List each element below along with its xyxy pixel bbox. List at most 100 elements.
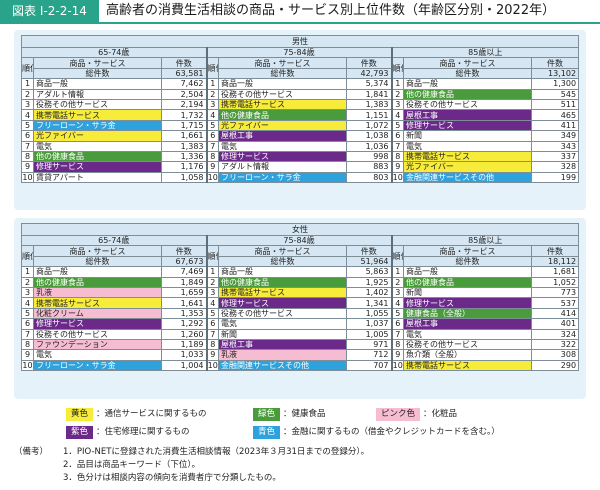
product-name-cell: 乳液 — [218, 349, 347, 361]
age-group-label: 65-74歳 — [21, 46, 207, 59]
product-name-cell: 他の健康食品 — [218, 276, 347, 288]
count-cell: 1,037 — [346, 318, 392, 330]
female-sex-label: 女性 — [20, 223, 580, 236]
rank-header: 順位 — [21, 245, 34, 268]
product-name-cell: 金融関連サービスその他 — [403, 171, 532, 184]
age-group-label: 75-84歳 — [205, 46, 392, 59]
male-panel: 男性65-74歳75-84歳85歳以上順位商品・サービス件数順位商品・サービス件… — [14, 30, 586, 210]
product-header: 商品・サービス — [403, 57, 532, 69]
rank-cell: 3 — [21, 286, 34, 299]
rank-cell: 10 — [21, 171, 34, 184]
count-cell: 998 — [346, 150, 392, 163]
count-cell: 1,659 — [161, 286, 207, 299]
age-group-label: 65-74歳 — [21, 234, 207, 247]
product-name-cell: 金融関連サービスその他 — [218, 359, 347, 372]
count-cell: 1,038 — [346, 130, 392, 142]
count-cell: 537 — [530, 297, 580, 309]
count-cell: 1,715 — [161, 119, 207, 132]
legend-green-swatch: 緑色 — [253, 408, 281, 421]
product-name-cell: 修理サービス — [218, 297, 347, 309]
count-cell: 1,176 — [161, 161, 207, 173]
count-header: 件数 — [346, 57, 392, 69]
rank-cell: 6 — [205, 130, 219, 142]
count-cell: 1,841 — [346, 88, 392, 100]
rank-cell: 10 — [390, 171, 404, 184]
rank-cell: 9 — [390, 161, 404, 173]
total-count: 63,581 — [161, 67, 207, 80]
product-name-cell: 光ファイバー — [33, 130, 162, 142]
rank-header: 順位 — [205, 245, 219, 268]
count-cell: 411 — [530, 119, 580, 132]
color-legend: 黄色 ：通信サービスに関するもの 緑色 ：健康食品 ピンク色 ：化粧品 紫色 ：住宅修理… — [40, 405, 600, 441]
count-cell: 328 — [530, 161, 580, 173]
product-name-cell: 他の健康食品 — [403, 276, 532, 288]
product-name-cell: 電気 — [218, 140, 347, 152]
product-name-cell: 修理サービス — [218, 150, 347, 163]
table-row: 10 賃貸アパート 1,058 10 フリーローン・サラ金 803 10 金融関連サービスその… — [21, 171, 580, 184]
rank-cell: 7 — [21, 328, 34, 340]
rank-cell: 5 — [21, 307, 34, 320]
count-cell: 401 — [530, 318, 580, 330]
count-cell: 511 — [530, 98, 580, 111]
table-row: 9 修理サービス 1,176 9 アダルト情報 883 9 光ファイバー 328 — [21, 161, 580, 173]
product-name-cell: 光ファイバー — [403, 161, 532, 173]
count-cell: 1,005 — [346, 328, 392, 340]
figure-title: 高齢者の消費生活相談の商品・サービス別上位件数（年齢区分別・2022年） — [106, 3, 556, 18]
product-name-cell: 光ファイバー — [218, 119, 347, 132]
product-header: 商品・サービス — [403, 245, 532, 257]
count-cell: 1,072 — [346, 119, 392, 132]
product-name-cell: 商品一般 — [33, 266, 162, 278]
product-name-cell: 新聞 — [403, 130, 532, 142]
table-row: 8 他の健康食品 1,336 8 修理サービス 998 8 携帯電話サービス 337 — [21, 150, 580, 163]
rank-header: 順位 — [21, 57, 34, 80]
table-row: 9 電気 1,033 9 乳液 712 9 魚介類（全般） 308 — [21, 349, 580, 361]
count-cell: 1,052 — [530, 276, 580, 288]
table-row: 1 商品一般 7,469 1 商品一般 5,863 1 商品一般 1,681 — [21, 266, 580, 278]
count-cell: 1,732 — [161, 109, 207, 121]
total-count: 13,102 — [530, 67, 580, 80]
count-cell: 1,341 — [346, 297, 392, 309]
product-name-cell: 屋根工事 — [218, 338, 347, 351]
female-table: 女性65-74歳75-84歳85歳以上順位商品・サービス件数順位商品・サービス件… — [20, 223, 580, 372]
rank-cell: 8 — [390, 338, 404, 351]
count-cell: 2,504 — [161, 88, 207, 100]
rank-cell: 2 — [390, 276, 404, 288]
count-cell: 707 — [346, 359, 392, 372]
rank-cell: 2 — [205, 88, 219, 100]
total-count: 18,112 — [530, 255, 580, 268]
legend-pink-desc: ：化粧品 — [423, 409, 458, 419]
rank-cell: 4 — [21, 109, 34, 121]
count-cell: 5,863 — [346, 266, 392, 278]
rank-cell: 3 — [205, 98, 219, 111]
rank-cell: 10 — [21, 359, 34, 372]
rank-cell: 6 — [205, 318, 219, 330]
count-cell: 1,004 — [161, 359, 207, 372]
count-header: 件数 — [530, 245, 580, 257]
product-name-cell: 電気 — [33, 140, 162, 152]
count-cell: 322 — [530, 338, 580, 351]
rank-cell: 9 — [205, 349, 219, 361]
rank-cell: 7 — [205, 140, 219, 152]
legend-purple: 紫色 ：住宅修理に関するもの — [66, 426, 190, 439]
age-group-label: 85歳以上 — [390, 46, 580, 59]
legend-pink: ピンク色 ：化粧品 — [376, 408, 457, 421]
total-label: 総件数 — [403, 67, 532, 80]
product-name-cell: 修理サービス — [403, 297, 532, 309]
rank-cell: 6 — [21, 130, 34, 142]
count-cell: 324 — [530, 328, 580, 340]
count-cell: 7,462 — [161, 78, 207, 90]
count-cell: 337 — [530, 150, 580, 163]
count-header: 件数 — [161, 57, 207, 69]
table-row: 7 役務その他サービス 1,260 7 新聞 1,005 7 電気 324 — [21, 328, 580, 340]
age-group-label: 75-84歳 — [205, 234, 392, 247]
figure-label: 図表 I-2-2-14 — [0, 0, 99, 22]
count-cell: 1,189 — [161, 338, 207, 351]
product-header: 商品・サービス — [218, 57, 347, 69]
count-cell: 1,058 — [161, 171, 207, 184]
rank-cell: 4 — [390, 297, 404, 309]
product-name-cell: フリーローン・サラ金 — [33, 359, 162, 372]
rank-header: 順位 — [205, 57, 219, 80]
legend-yellow-desc: ：通信サービスに関するもの — [96, 409, 207, 419]
product-name-cell: 修理サービス — [33, 318, 162, 330]
count-cell: 1,036 — [346, 140, 392, 152]
